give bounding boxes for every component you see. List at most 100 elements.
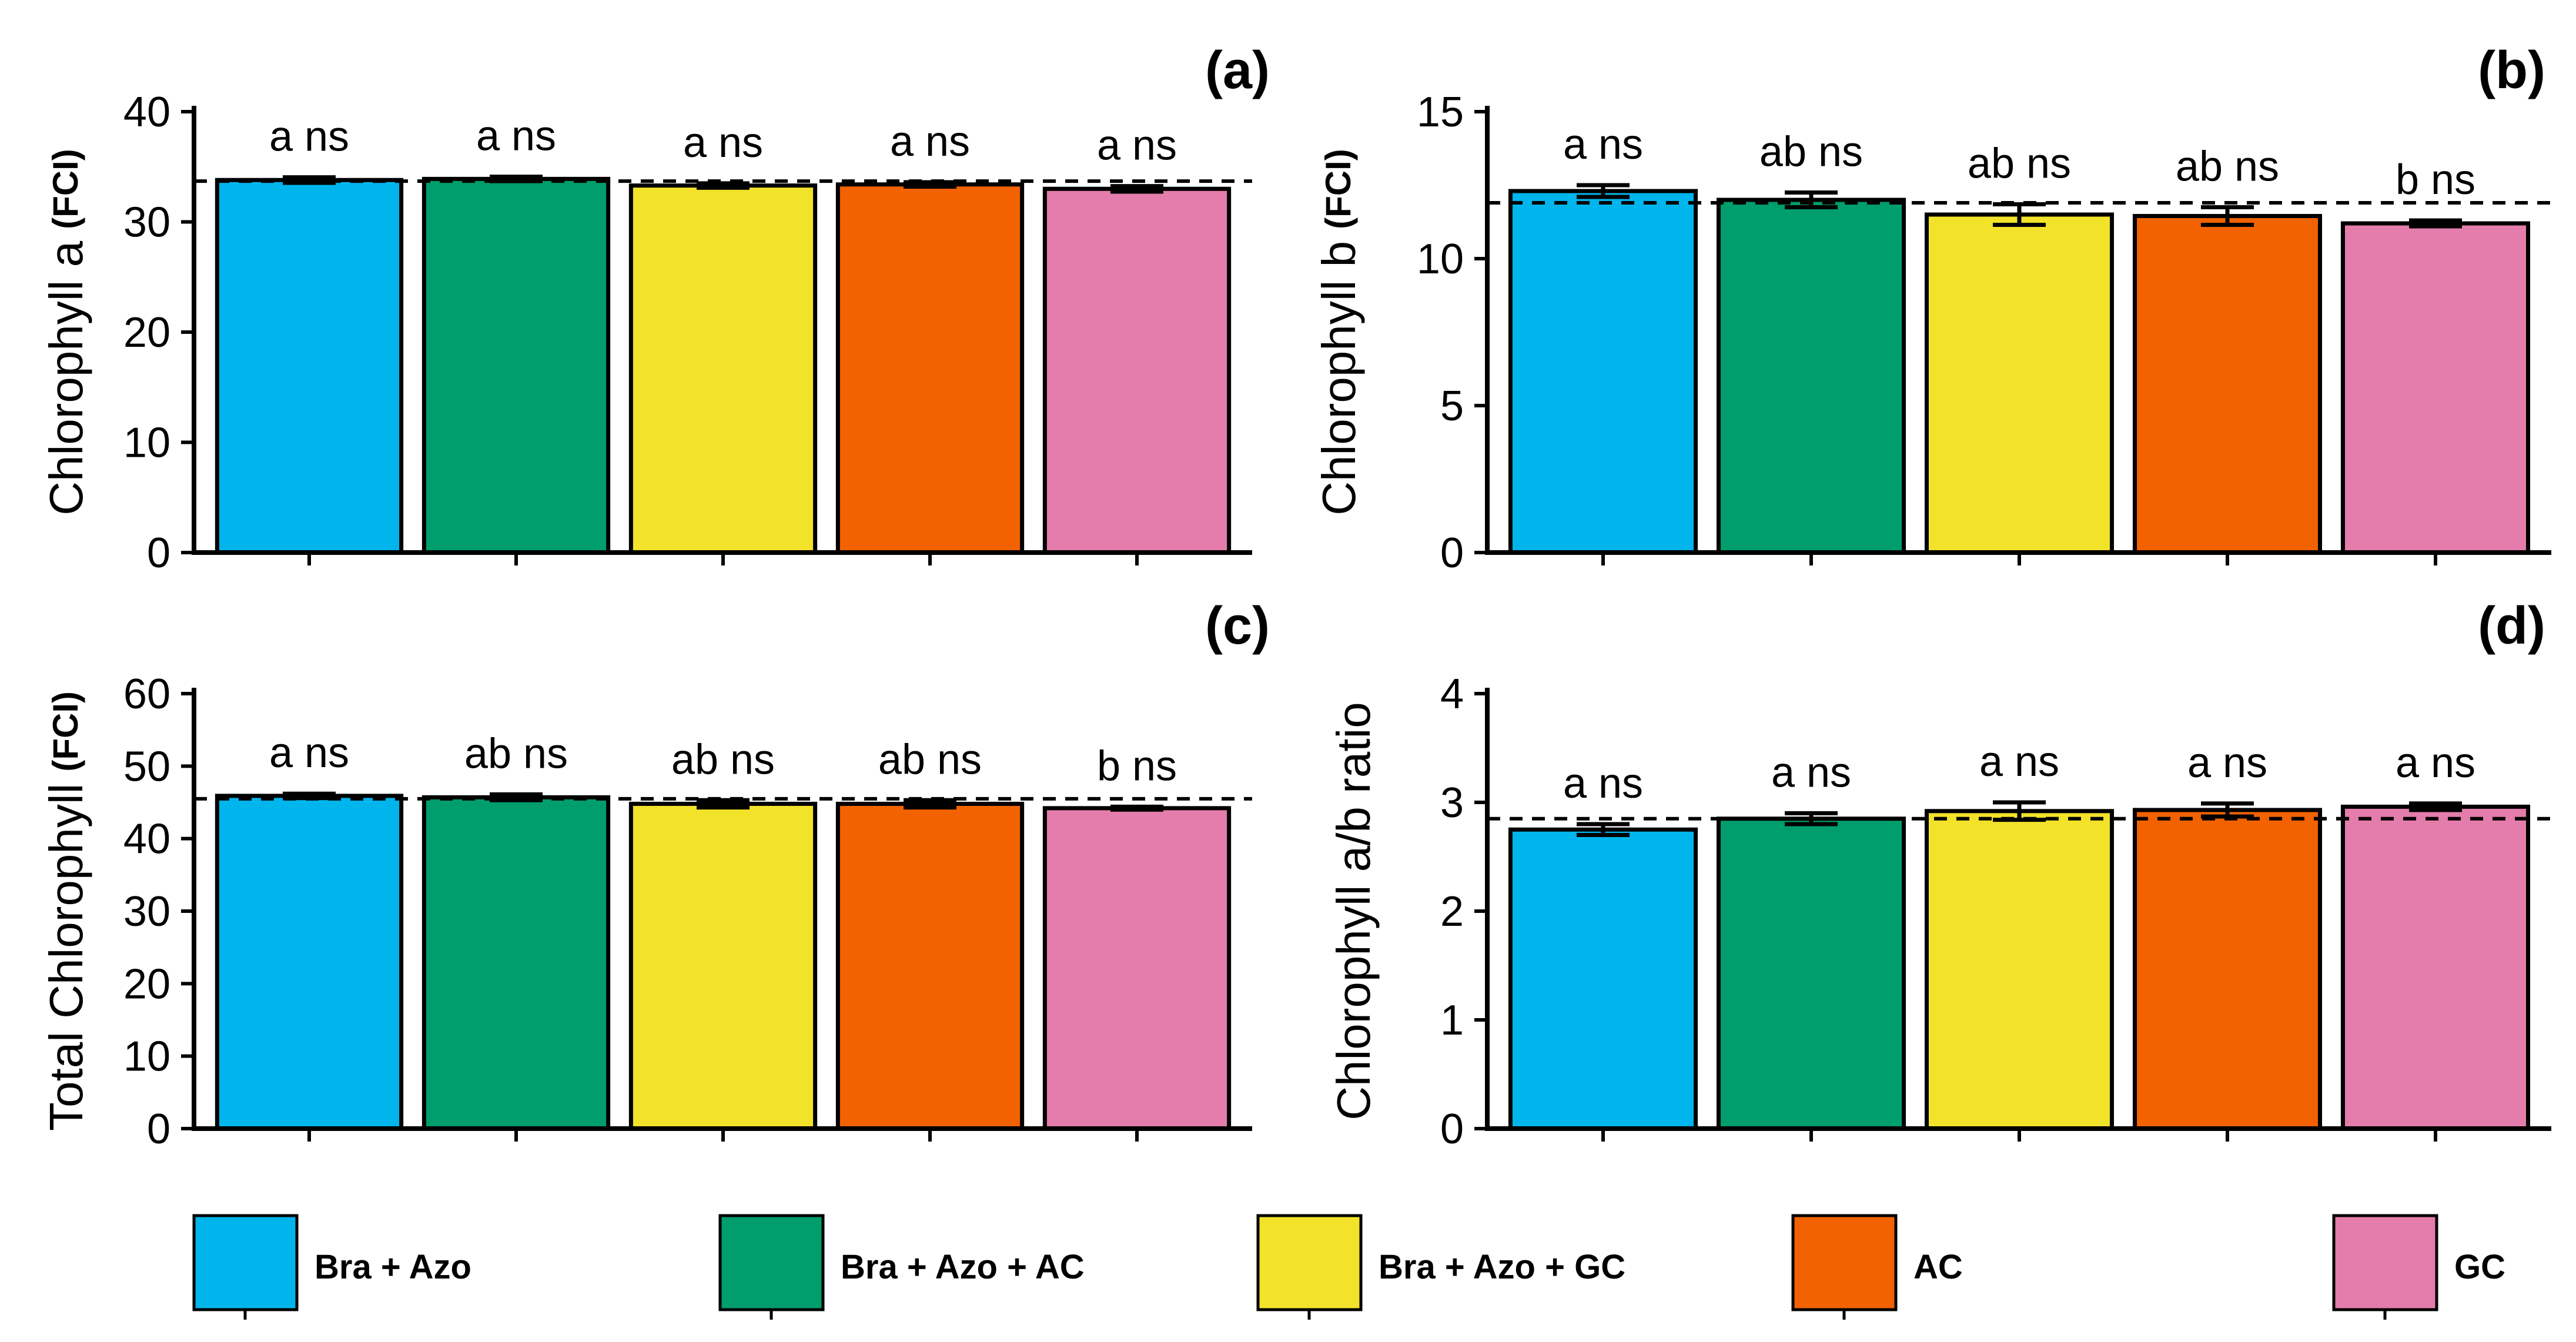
- panel-d: a ns a ns a ns a ns a ns 0 1 2 3 4 Chlorophyll a/b…: [1327, 597, 2551, 1153]
- bar: [215, 794, 404, 1131]
- panel-label: (d): [2478, 597, 2545, 655]
- bar: [835, 801, 1025, 1131]
- y-tick-label: 50: [123, 743, 170, 790]
- significance-label: ab ns: [464, 730, 568, 777]
- legend-swatch: [2332, 1214, 2438, 1311]
- significance-label: a ns: [2396, 739, 2475, 787]
- y-tick-label: 4: [1440, 671, 1464, 718]
- panel-label: (a): [1205, 41, 1270, 100]
- y-tick-label: 1: [1440, 997, 1464, 1044]
- significance-label: a ns: [269, 113, 349, 160]
- legend-swatch: [1791, 1214, 1898, 1311]
- y-tick-label: 40: [123, 816, 170, 863]
- significance-label: ab ns: [671, 736, 775, 783]
- significance-label: a ns: [476, 113, 556, 160]
- bar: [2340, 221, 2531, 555]
- significance-label: a ns: [1771, 749, 1851, 797]
- y-tick-label: 20: [123, 961, 170, 1008]
- bar: [421, 795, 611, 1131]
- significance-label: a ns: [890, 118, 970, 165]
- significance-label: a ns: [2187, 739, 2267, 787]
- legend-item: AC: [1791, 1214, 1963, 1320]
- panel-a: a ns a ns a ns a ns a ns 0 10 20 30 40 Chlorophyll…: [40, 41, 1270, 577]
- significance-label: b ns: [1097, 742, 1177, 789]
- y-tick-label: 10: [1417, 236, 1464, 283]
- y-tick-label: 30: [123, 888, 170, 935]
- bar: [421, 176, 611, 555]
- legend-swatch: [718, 1214, 825, 1311]
- y-tick-label: 10: [123, 420, 170, 467]
- error-bar: [697, 181, 750, 190]
- bar: [628, 801, 818, 1131]
- panel-b: a ns ab ns ab ns ab ns b ns 0 5 10 15 Chlorophyll…: [1313, 41, 2551, 577]
- legend-label: Bra + Azo: [315, 1248, 471, 1286]
- bar: [1716, 198, 1906, 555]
- y-tick-label: 3: [1440, 779, 1464, 826]
- legend-swatch: [1256, 1214, 1363, 1311]
- y-axis-label: Chlorophyll b(FCI): [1313, 149, 1365, 516]
- bar: [1042, 186, 1232, 555]
- error-bar: [2409, 801, 2462, 812]
- y-tick-label: 15: [1417, 89, 1464, 136]
- legend-label: Bra + Azo + GC: [1379, 1248, 1625, 1286]
- y-tick-label: 0: [147, 530, 170, 577]
- y-tick-label: 5: [1440, 383, 1464, 430]
- legend: Bra + Azo Bra + Azo + AC Bra + Azo + GC AC G…: [192, 1214, 2505, 1320]
- panel-label: (c): [1205, 597, 1270, 655]
- y-tick-label: 30: [123, 199, 170, 246]
- bar: [1924, 809, 2115, 1131]
- bar: [215, 178, 404, 555]
- error-bar: [2201, 205, 2254, 227]
- significance-label: a ns: [269, 729, 349, 777]
- bar: [835, 182, 1025, 555]
- panel-c: a ns ab ns ab ns ab ns b ns 0 10 20 30 40 50 60 Tota…: [40, 597, 1270, 1153]
- bar: [1924, 212, 2115, 555]
- error-bar: [1110, 184, 1163, 194]
- y-tick-label: 60: [123, 671, 170, 718]
- y-axis-label: Chlorophyll a(FCI): [40, 149, 92, 516]
- error-bar: [2201, 801, 2254, 819]
- error-bar: [1110, 804, 1163, 812]
- error-bar: [1577, 822, 1630, 837]
- significance-label: a ns: [1563, 121, 1643, 168]
- bar: [628, 183, 818, 555]
- significance-label: ab ns: [1759, 129, 1863, 176]
- significance-label: ab ns: [2176, 143, 2279, 190]
- bar: [1508, 827, 1698, 1131]
- significance-label: a ns: [683, 119, 763, 166]
- legend-label: AC: [1913, 1248, 1963, 1286]
- significance-label: ab ns: [878, 736, 982, 783]
- bar: [1508, 189, 1698, 555]
- y-axis-label: Chlorophyll a/b ratio: [1327, 702, 1380, 1120]
- legend-item: Bra + Azo + GC: [1256, 1214, 1625, 1320]
- bar: [1716, 816, 1906, 1131]
- error-bar: [1577, 183, 1630, 199]
- legend-item: Bra + Azo + AC: [718, 1214, 1085, 1320]
- y-tick-label: 40: [123, 89, 170, 136]
- legend-label: GC: [2454, 1248, 2505, 1286]
- significance-label: a ns: [1097, 122, 1177, 169]
- legend-label: Bra + Azo + AC: [841, 1248, 1085, 1286]
- legend-item: GC: [2332, 1214, 2505, 1320]
- bar: [2132, 808, 2323, 1131]
- y-tick-label: 10: [123, 1033, 170, 1080]
- y-tick-label: 0: [147, 1106, 170, 1153]
- y-tick-label: 0: [1440, 1106, 1464, 1153]
- significance-label: a ns: [1979, 738, 2059, 785]
- y-tick-label: 2: [1440, 888, 1464, 935]
- bar: [2340, 804, 2531, 1131]
- bar: [1042, 806, 1232, 1131]
- error-bar: [1785, 190, 1838, 209]
- legend-swatch: [192, 1214, 299, 1311]
- error-bar: [2409, 218, 2462, 229]
- y-tick-label: 0: [1440, 530, 1464, 577]
- legend-item: Bra + Azo: [192, 1214, 471, 1320]
- y-axis-label: Total Chlorophyll(FCI): [40, 691, 92, 1131]
- bar: [2132, 214, 2323, 555]
- panel-label: (b): [2478, 41, 2545, 100]
- significance-label: a ns: [1563, 760, 1643, 807]
- y-tick-label: 20: [123, 309, 170, 356]
- significance-label: b ns: [2396, 156, 2475, 203]
- significance-label: ab ns: [1968, 140, 2071, 188]
